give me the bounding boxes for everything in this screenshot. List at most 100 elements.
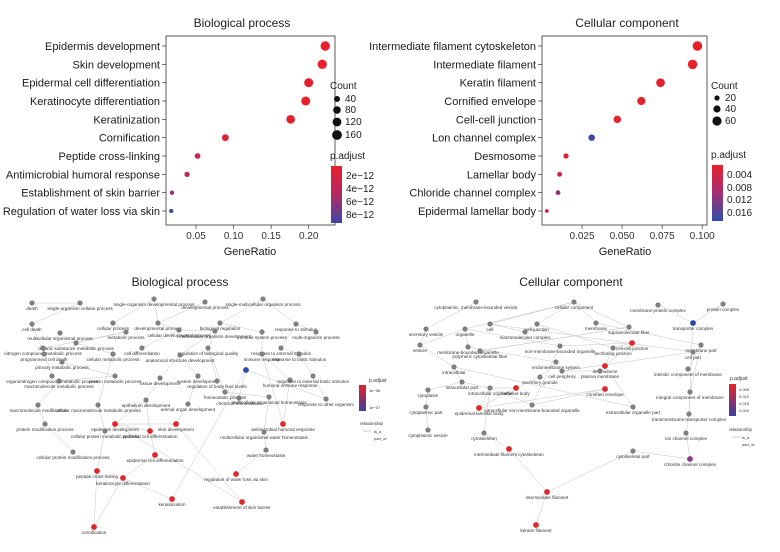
node-marker — [217, 320, 223, 326]
network-node: multicellular organism development — [179, 328, 252, 339]
network-node: vesicle — [413, 342, 427, 353]
y-tick-label: Peptide cross-linking — [59, 151, 161, 163]
data-point — [320, 41, 330, 51]
network-edge — [483, 432, 510, 450]
node-label: single-multicellular organism process — [225, 302, 301, 307]
network-node: cytoskeleton — [471, 430, 497, 441]
network-node: transmembrane transporter complex — [652, 411, 727, 422]
network-node: homeostatic process — [204, 389, 247, 400]
y-tick-label: Epidermis development — [45, 41, 160, 53]
network-edge — [536, 301, 575, 325]
node-marker — [123, 329, 129, 335]
node-label: epidermal lamellar body — [455, 411, 504, 416]
node-marker — [110, 320, 116, 326]
network-edge — [157, 322, 180, 331]
y-tick-label: Regulation of water loss via skin — [3, 206, 160, 218]
node-label: secretory granule — [522, 380, 558, 385]
node-marker — [29, 321, 35, 327]
node-marker — [57, 330, 63, 336]
node-label: epithelium development — [122, 403, 171, 408]
legend-value: 0.008 — [727, 183, 752, 194]
node-label: multi-organism process — [292, 335, 340, 340]
node-label: response to stimulus — [275, 327, 318, 332]
network-node: organelle — [456, 326, 475, 337]
node-label: cell-cell junction — [616, 346, 649, 351]
network-node: peptide cross-linking — [76, 468, 118, 479]
network-edge — [688, 322, 694, 415]
network-node: intracellular organelle — [468, 385, 512, 396]
network-edge — [187, 375, 199, 405]
y-tick-label: Antimicrobial humoral response — [6, 169, 160, 181]
network-edge — [207, 347, 218, 382]
node-label: keratinocyte differentiation — [96, 481, 150, 486]
y-tick-label: Epidermal cell differentiation — [22, 78, 160, 90]
node-label: single-organism developmental process — [114, 302, 196, 307]
network-node: organonitrogen compound metabolic proces… — [6, 373, 99, 384]
node-marker — [629, 340, 635, 346]
network-edge — [44, 423, 74, 453]
network-edge — [312, 375, 327, 400]
network-node: programmed cell death — [21, 351, 68, 362]
node-label: cellular process — [97, 326, 130, 331]
node-label: multicellular organism development — [179, 334, 252, 339]
x-tick-label: 0.05 — [186, 231, 206, 242]
network-node: response to external stimulus — [251, 345, 312, 356]
node-marker — [602, 386, 608, 392]
network-edge — [489, 301, 575, 325]
node-label: transporter complex — [673, 326, 714, 331]
node-marker — [73, 340, 79, 346]
node-marker — [630, 448, 636, 454]
y-tick-label: Cornification — [99, 133, 160, 145]
network-node: cornified envelope — [586, 386, 624, 397]
network-node: keratinization — [158, 496, 186, 507]
network-edge — [280, 323, 297, 349]
network-node: cell — [487, 321, 493, 332]
network-edge — [178, 329, 216, 332]
node-label: response to external stimulus — [251, 351, 311, 356]
network-edge — [535, 491, 548, 526]
legend-count: Count 40 80 120 160 — [330, 81, 362, 141]
network-edge — [419, 328, 427, 346]
network-node: multicellular organismal water homeostas… — [220, 429, 308, 440]
legend-size-dot — [333, 106, 341, 114]
network-edge — [93, 470, 98, 528]
network-edge — [153, 298, 159, 324]
network-edge — [207, 347, 226, 393]
node-marker — [120, 475, 126, 481]
network-edge — [171, 369, 247, 500]
network-edge — [42, 331, 127, 349]
network-edge — [179, 330, 216, 356]
node-label: animal organ development — [161, 407, 216, 412]
network-node: transporter complex — [673, 320, 714, 331]
node-marker — [293, 321, 299, 327]
network-node: cellular protein metabolic process — [71, 428, 140, 439]
x-tick-label: 0.20 — [299, 231, 319, 242]
y-tick-label: Intermediate filament cytoskeleton — [369, 41, 536, 53]
network-edge — [573, 301, 597, 324]
node-marker — [278, 345, 284, 351]
node-label: ion channel complex — [665, 436, 708, 441]
node-marker — [687, 389, 693, 395]
plot-frame — [541, 35, 708, 226]
node-marker — [593, 320, 599, 326]
data-point — [286, 115, 295, 124]
network-edge — [261, 353, 291, 381]
node-marker — [465, 344, 471, 350]
node-marker — [169, 496, 175, 502]
network-edge — [692, 303, 724, 324]
node-marker — [487, 321, 493, 327]
node-label: cellular macromolecule metabolic process — [55, 408, 141, 413]
node-label: transmembrane transporter complex — [652, 417, 727, 422]
node-label: response to external biotic stimulus — [277, 379, 349, 384]
network-edge — [685, 432, 691, 460]
network-node: single-organism cellular process — [47, 300, 114, 311]
network-node: endomembrane system — [532, 359, 580, 370]
network-edge — [467, 346, 557, 363]
legend-value: 0.015 — [739, 401, 750, 406]
legend-title: p.adjust — [369, 378, 387, 384]
node-label: cytoplasmic vesicle — [408, 433, 448, 438]
network-edge — [427, 381, 463, 391]
node-label: macromolecule modification — [10, 408, 67, 413]
network-node: epithelial cell differentiation — [122, 428, 178, 439]
color-bar — [331, 166, 342, 223]
